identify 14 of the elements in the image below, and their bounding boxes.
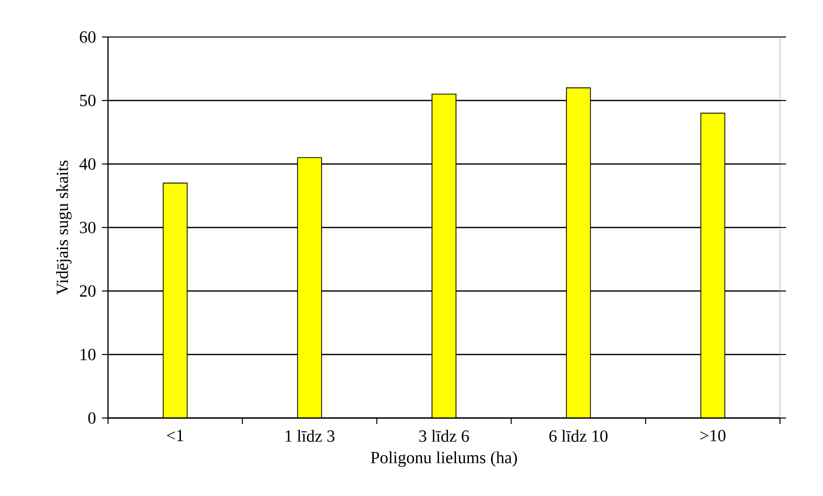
y-tick-label: 60 — [80, 31, 96, 43]
x-tick-label: >10 — [700, 430, 726, 442]
y-tick-label: 20 — [80, 285, 96, 297]
x-tick-label: 3 līdz 6 — [419, 430, 469, 442]
y-axis-title: Vidējais sugu skaits — [56, 160, 72, 295]
x-tick-label: 1 līdz 3 — [286, 430, 334, 442]
x-axis-title: Poligonu lielums (ha) — [370, 451, 517, 467]
y-tick-label: 50 — [80, 94, 96, 106]
x-tick-label: <1 — [167, 430, 184, 442]
y-tick-label: 40 — [79, 158, 96, 170]
x-tick-label: 6 līdz 10 — [549, 430, 608, 442]
y-tick-label: 10 — [80, 348, 96, 360]
y-tick-label: 30 — [80, 222, 96, 234]
y-tick-label: 0 — [88, 412, 96, 424]
